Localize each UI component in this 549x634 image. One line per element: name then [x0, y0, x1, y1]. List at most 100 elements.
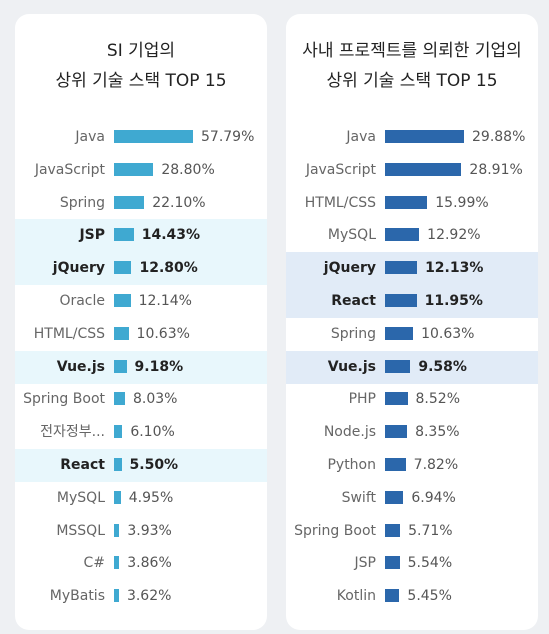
bar-category-label: Kotlin	[336, 588, 376, 605]
bar-row: HTML/CSS 15.99%	[286, 187, 538, 220]
bar-category-label: jQuery	[52, 260, 105, 277]
bar-value-label: 4.95%	[128, 489, 174, 506]
bar-category-label: Spring Boot	[23, 391, 105, 408]
bar	[385, 490, 404, 504]
si-chart-title-line2: 상위 기술 스택 TOP 15	[55, 71, 227, 91]
bar	[385, 425, 408, 439]
bar-row: MyBatis 3.62%	[15, 580, 267, 613]
bar-category-label: Python	[327, 457, 376, 473]
bar-row: MySQL 4.95%	[15, 482, 267, 515]
bar-value-label: 12.14%	[138, 293, 192, 309]
bar-row: React 11.95%	[286, 285, 538, 318]
bar-category-label: JavaScript	[34, 161, 105, 178]
bar-value-label: 57.79%	[201, 129, 255, 145]
bar-category-label: React	[331, 293, 376, 309]
bar-value-label: 28.80%	[161, 161, 215, 178]
bar-value-label: 7.82%	[413, 457, 459, 473]
bar-row: Swift 6.94%	[286, 482, 538, 515]
si-chart-title-line1: SI 기업의	[106, 41, 176, 61]
bar-row: Java 57.79%	[15, 121, 267, 154]
bar-row: JSP 14.43%	[15, 219, 267, 253]
bar-category-label: C#	[83, 555, 105, 572]
bar-category-label: Spring Boot	[294, 522, 376, 539]
client-chart-title-line2: 상위 기술 스택 TOP 15	[326, 71, 498, 91]
bar-row: C# 3.86%	[15, 547, 267, 580]
bar-value-label: 10.63%	[136, 325, 190, 342]
bar-value-label: 6.94%	[411, 489, 456, 506]
bar-row: Spring Boot 5.71%	[286, 515, 538, 548]
bar-value-label: 8.35%	[415, 424, 460, 441]
bar-category-label: HTML/CSS	[304, 194, 376, 211]
bar-category-label: React	[60, 457, 105, 473]
bar-value-label: 3.93%	[127, 522, 172, 539]
bar	[114, 359, 127, 373]
bar	[114, 490, 121, 504]
bar	[114, 162, 154, 176]
bar-row: PHP 8.52%	[286, 383, 538, 416]
bar	[114, 392, 125, 406]
bar-value-label: 8.52%	[415, 391, 460, 408]
bar-category-label: Spring	[59, 194, 105, 211]
bar-category-label: jQuery	[323, 260, 376, 277]
bar-value-label: 5.50%	[129, 457, 179, 473]
bar-row: jQuery 12.13%	[286, 252, 538, 286]
bar-value-label: 3.86%	[127, 555, 172, 572]
bar-value-label: 5.54%	[407, 555, 453, 572]
bar-category-label: MyBatis	[49, 588, 105, 605]
bar-value-label: 12.92%	[427, 227, 481, 244]
bar-row: HTML/CSS 10.63%	[15, 318, 267, 351]
bar-row: Spring 10.63%	[286, 318, 538, 351]
bar-category-label: Vue.js	[56, 358, 105, 375]
bar-row: MSSQL 3.93%	[15, 515, 267, 548]
bar-category-label: JSP	[354, 555, 376, 572]
bar-category-label: 전자정부...	[40, 424, 105, 441]
bar	[385, 523, 401, 537]
bar	[385, 294, 417, 307]
bar-category-label: Spring	[330, 325, 376, 342]
bar-row: Oracle 12.14%	[15, 285, 267, 318]
bar-category-label: Vue.js	[327, 358, 376, 375]
bar	[114, 458, 122, 471]
bar-row: Vue.js 9.58%	[286, 350, 538, 384]
bar	[114, 523, 120, 537]
bar-value-label: 6.10%	[130, 424, 175, 441]
bar	[114, 556, 120, 570]
bar	[385, 228, 420, 242]
bar-value-label: 8.03%	[132, 391, 178, 408]
bar-value-label: 15.99%	[435, 194, 489, 211]
bar	[385, 162, 462, 176]
bar-category-label: MSSQL	[56, 522, 105, 539]
bar	[114, 425, 123, 439]
bar-value-label: 5.45%	[407, 588, 452, 605]
bar-row: Spring 22.10%	[15, 187, 267, 220]
bar-category-label: Java	[75, 129, 105, 145]
bar-category-label: HTML/CSS	[33, 325, 105, 342]
bar-category-label: JavaScript	[305, 161, 376, 178]
bar-row: Vue.js 9.18%	[15, 350, 267, 384]
bar-row: Python 7.82%	[286, 449, 538, 482]
bar-row: MySQL 12.92%	[286, 219, 538, 252]
bar	[114, 326, 129, 340]
bar-category-label: Node.js	[323, 424, 376, 441]
bar	[114, 195, 145, 209]
bar-row: Java 29.88%	[286, 121, 538, 154]
bar-value-label: 12.80%	[139, 260, 198, 277]
bar-value-label: 12.13%	[425, 260, 484, 277]
bar-row: React 5.50%	[15, 449, 267, 482]
bar	[385, 326, 414, 340]
bar-value-label: 11.95%	[424, 293, 483, 309]
bar-category-label: MySQL	[56, 489, 105, 506]
bar-category-label: JSP	[79, 227, 105, 244]
bar-row: Kotlin 5.45%	[286, 580, 538, 613]
bar	[114, 294, 131, 307]
bar-row: JavaScript 28.80%	[15, 154, 267, 187]
bar-value-label: 9.58%	[418, 358, 467, 375]
bar-category-label: Java	[346, 129, 376, 145]
bar	[385, 589, 400, 603]
bar-value-label: 3.62%	[126, 588, 172, 605]
bar-value-label: 29.88%	[472, 129, 526, 145]
bar-category-label: Oracle	[59, 293, 105, 309]
bar-value-label: 22.10%	[152, 194, 206, 211]
bar-row: 전자정부... 6.10%	[15, 416, 267, 449]
bar-value-label: 9.18%	[134, 358, 184, 375]
